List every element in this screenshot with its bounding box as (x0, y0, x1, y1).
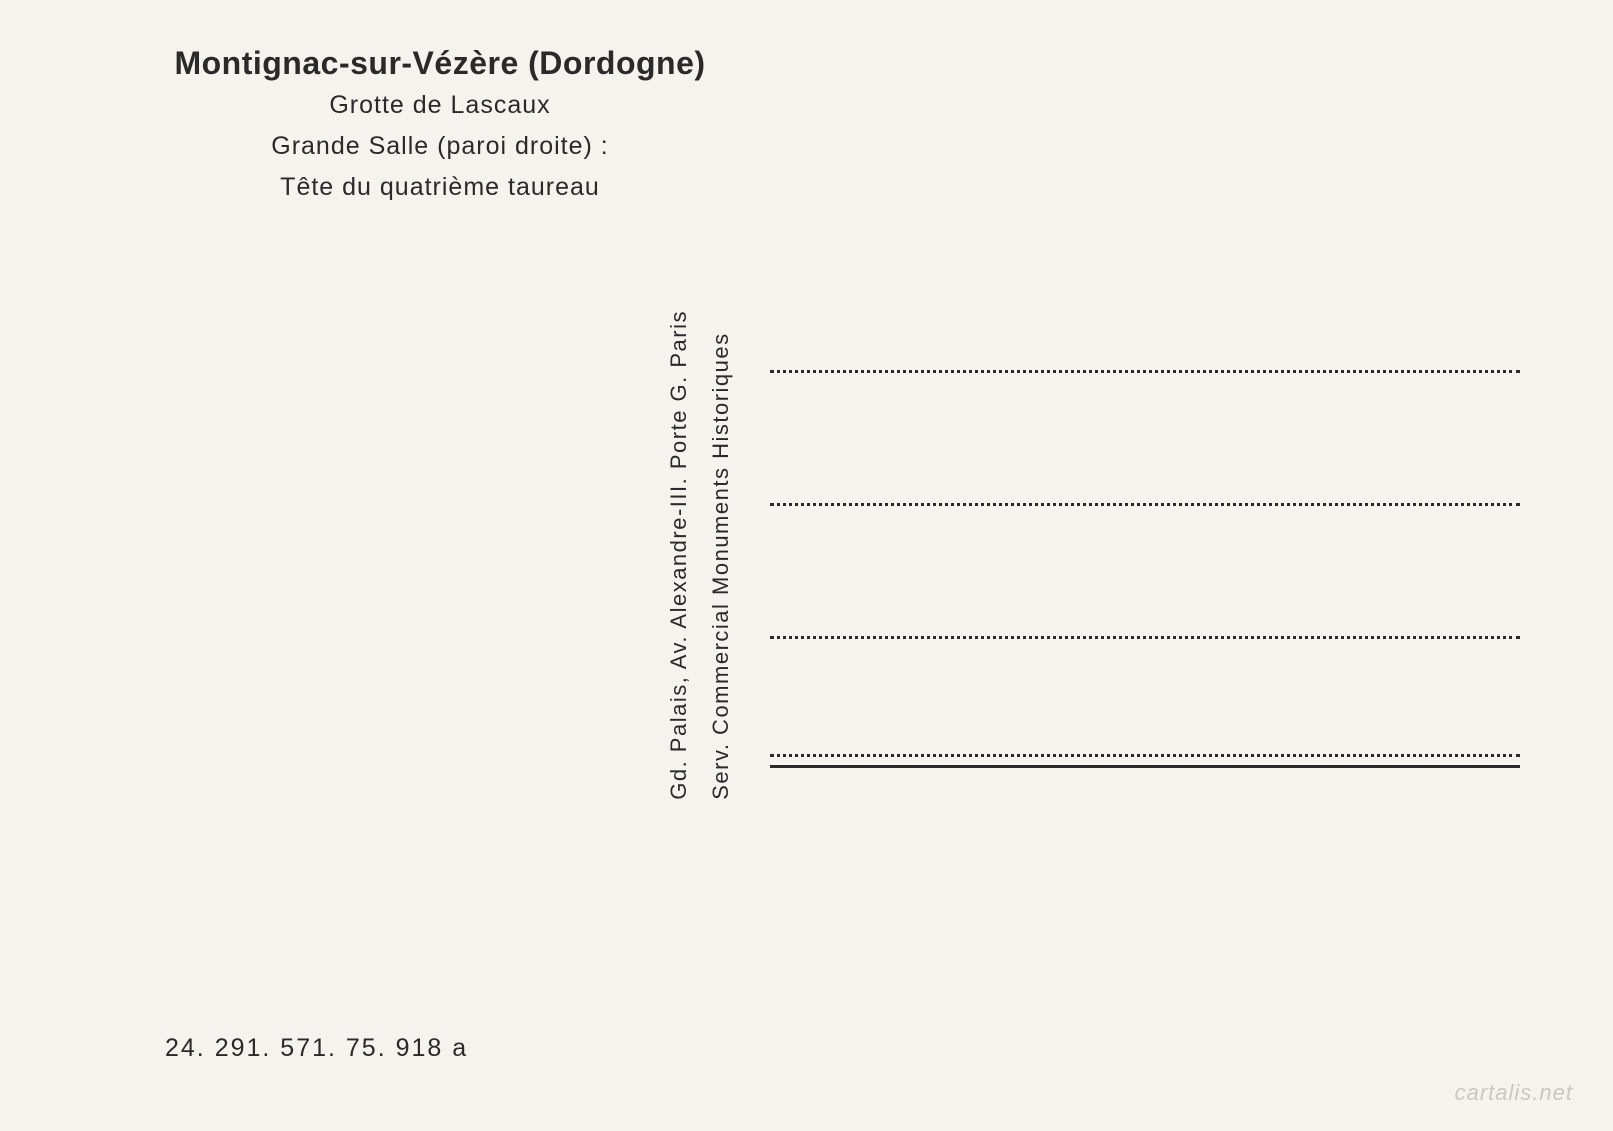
reference-number: 24. 291. 571. 75. 918 a (165, 1034, 468, 1063)
address-line-3 (770, 636, 1520, 639)
publisher-address: Gd. Palais, Av. Alexandre-III. Porte G. … (666, 310, 692, 800)
postcard-title: Montignac-sur-Vézère (Dordogne) (140, 45, 740, 82)
postcard-subtitle-2: Grande Salle (paroi droite) : (140, 129, 740, 164)
address-underline (770, 765, 1520, 768)
address-line-1 (770, 370, 1520, 373)
publisher-name: Serv. Commercial Monuments Historiques (708, 310, 734, 800)
address-lines-block (770, 370, 1520, 768)
header-block: Montignac-sur-Vézère (Dordogne) Grotte d… (140, 45, 740, 205)
postcard-subtitle-1: Grotte de Lascaux (140, 88, 740, 123)
watermark: cartalis.net (1455, 1080, 1573, 1106)
address-line-2 (770, 503, 1520, 506)
postcard-subtitle-3: Tête du quatrième taureau (140, 170, 740, 205)
address-line-4 (770, 754, 1520, 757)
